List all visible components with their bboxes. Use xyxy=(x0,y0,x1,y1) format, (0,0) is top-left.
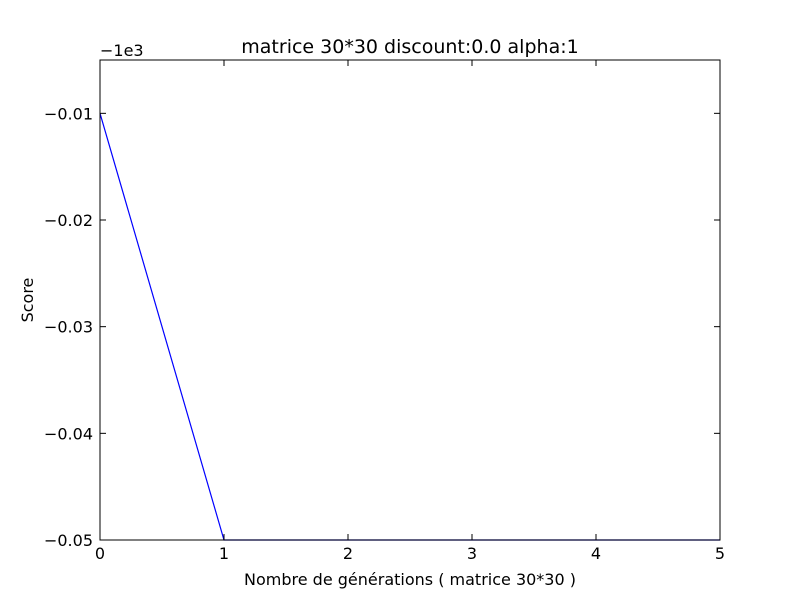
x-axis-label: Nombre de générations ( matrice 30*30 ) xyxy=(244,570,576,589)
x-tick-label: 4 xyxy=(591,544,601,563)
y-tick-label: −0.01 xyxy=(44,104,93,123)
x-tick-label: 5 xyxy=(715,544,725,563)
y-tick-label: −0.05 xyxy=(44,531,93,550)
y-axis-offset-label: −1e3 xyxy=(100,41,144,60)
x-tick-label: 2 xyxy=(343,544,353,563)
y-axis-ticks: −0.01 −0.02 −0.03 −0.04 −0.05 xyxy=(44,104,720,550)
plot-frame xyxy=(99,59,721,541)
y-tick-label: −0.03 xyxy=(44,318,93,337)
y-axis-label: Score xyxy=(18,278,37,323)
x-tick-label: 0 xyxy=(95,544,105,563)
y-tick-label: −0.02 xyxy=(44,211,93,230)
y-tick-label: −0.04 xyxy=(44,424,93,443)
x-tick-label: 1 xyxy=(219,544,229,563)
x-tick-label: 3 xyxy=(467,544,477,563)
chart-title: matrice 30*30 discount:0.0 alpha:1 xyxy=(241,36,578,58)
